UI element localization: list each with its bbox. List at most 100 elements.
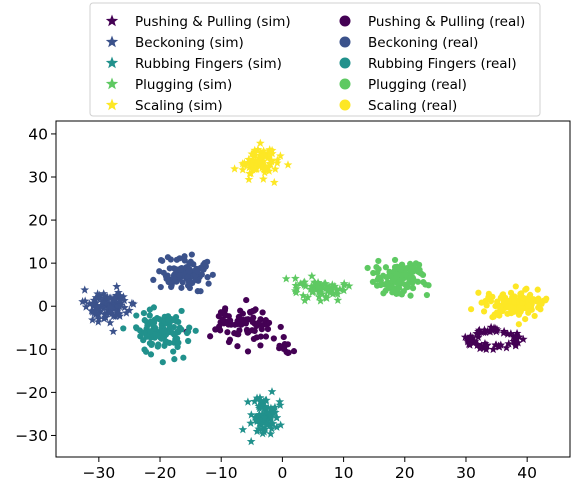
scatter-point-star	[244, 174, 254, 184]
scatter-point-star	[487, 326, 497, 335]
scatter-point-star	[264, 166, 274, 175]
scatter-point-circle	[494, 311, 501, 318]
legend-label: Pushing & Pulling (real)	[368, 14, 525, 30]
scatter-point-star	[472, 329, 482, 338]
scatter-point-circle	[425, 282, 432, 289]
scatter-point-star	[246, 436, 256, 446]
scatter-point-star	[78, 297, 87, 306]
scatter-point-star	[95, 290, 105, 300]
scatter-point-star	[479, 327, 488, 337]
scatter-point-star	[512, 328, 522, 338]
scatter-point-circle	[133, 312, 140, 319]
scatter-point-circle	[146, 340, 154, 347]
scatter-point-circle	[166, 339, 173, 346]
scatter-point-star	[306, 281, 316, 291]
scatter-point-star	[250, 145, 260, 155]
scatter-point-star	[94, 309, 103, 319]
scatter-point-star	[264, 150, 274, 159]
scatter-point-circle	[166, 265, 173, 272]
scatter-point-circle	[402, 271, 409, 278]
scatter-point-circle	[525, 302, 533, 309]
scatter-point-circle	[236, 327, 243, 334]
legend-marker-star	[105, 14, 119, 27]
scatter-point-star	[238, 425, 248, 434]
scatter-point-circle	[161, 342, 168, 349]
scatter-point-circle	[176, 327, 183, 334]
scatter-point-circle	[140, 310, 147, 317]
scatter-point-circle	[133, 324, 140, 331]
scatter-point-star	[119, 295, 129, 305]
scatter-point-star	[269, 408, 279, 417]
scatter-point-star	[308, 287, 317, 297]
scatter-point-star	[260, 413, 269, 422]
y-tick-label: 30	[28, 169, 48, 187]
scatter-point-circle	[242, 320, 250, 327]
scatter-point-circle	[150, 276, 157, 284]
scatter-point-star	[246, 159, 256, 169]
scatter-point-star	[260, 149, 270, 159]
scatter-point-circle	[531, 312, 538, 320]
scatter-point-star	[496, 340, 506, 349]
scatter-point-star	[306, 284, 316, 293]
scatter-point-star	[266, 155, 276, 164]
scatter-point-circle	[236, 315, 243, 322]
scatter-point-circle	[146, 312, 153, 319]
scatter-point-circle	[478, 299, 485, 306]
scatter-point-star	[481, 344, 491, 354]
legend-marker-circle	[339, 99, 351, 111]
scatter-point-circle	[276, 342, 283, 349]
scatter-point-star	[89, 299, 98, 309]
scatter-point-star	[80, 285, 90, 294]
scatter-point-circle	[281, 340, 288, 348]
scatter-point-circle	[534, 286, 541, 293]
scatter-point-star	[89, 295, 99, 305]
x-tick-label: −20	[144, 464, 177, 481]
scatter-point-circle	[226, 336, 234, 343]
scatter-point-circle	[253, 334, 260, 341]
scatter-point-star	[120, 303, 129, 312]
scatter-point-circle	[168, 283, 175, 291]
scatter-point-star	[260, 424, 270, 434]
scatter-point-star	[292, 284, 302, 293]
scatter-point-star	[112, 281, 122, 291]
x-tick-label: 20	[395, 464, 415, 481]
scatter-point-star	[252, 415, 262, 425]
legend-marker-star	[105, 35, 119, 48]
legend-label: Rubbing Fingers (real)	[368, 56, 517, 72]
scatter-point-circle	[270, 335, 277, 342]
scatter-point-star	[257, 150, 266, 160]
scatter-point-star	[112, 307, 122, 316]
scatter-point-circle	[480, 308, 488, 315]
scatter-point-circle	[373, 263, 380, 271]
scatter-point-star	[250, 148, 260, 157]
scatter-point-star	[469, 338, 478, 347]
scatter-point-circle	[169, 329, 176, 337]
scatter-point-circle	[173, 335, 181, 342]
scatter-point-circle	[185, 337, 192, 345]
scatter-point-star	[511, 341, 521, 350]
scatter-point-star	[481, 341, 491, 350]
scatter-point-circle	[255, 319, 262, 326]
scatter-point-star	[89, 308, 99, 317]
legend-label: Plugging (real)	[368, 77, 467, 93]
legend-marker-circle	[339, 57, 351, 69]
scatter-point-star	[276, 420, 286, 429]
y-tick-label: 0	[38, 298, 48, 316]
scatter-point-star	[93, 317, 103, 326]
scatter-point-circle	[147, 328, 154, 335]
scatter-point-star	[276, 151, 285, 160]
scatter-point-circle	[224, 329, 231, 336]
scatter-point-star	[260, 167, 270, 177]
scatter-point-star	[110, 295, 120, 304]
scatter-point-star	[272, 422, 282, 431]
scatter-point-star	[303, 292, 313, 302]
scatter-point-star	[260, 403, 270, 412]
scatter-point-star	[129, 299, 138, 308]
scatter-point-circle	[517, 290, 524, 298]
scatter-point-circle	[188, 251, 195, 258]
scatter-point-star	[269, 177, 279, 187]
scatter-point-star	[514, 332, 524, 341]
scatter-point-star	[491, 340, 501, 349]
scatter-point-star	[252, 426, 262, 436]
scatter-point-circle	[160, 328, 168, 335]
